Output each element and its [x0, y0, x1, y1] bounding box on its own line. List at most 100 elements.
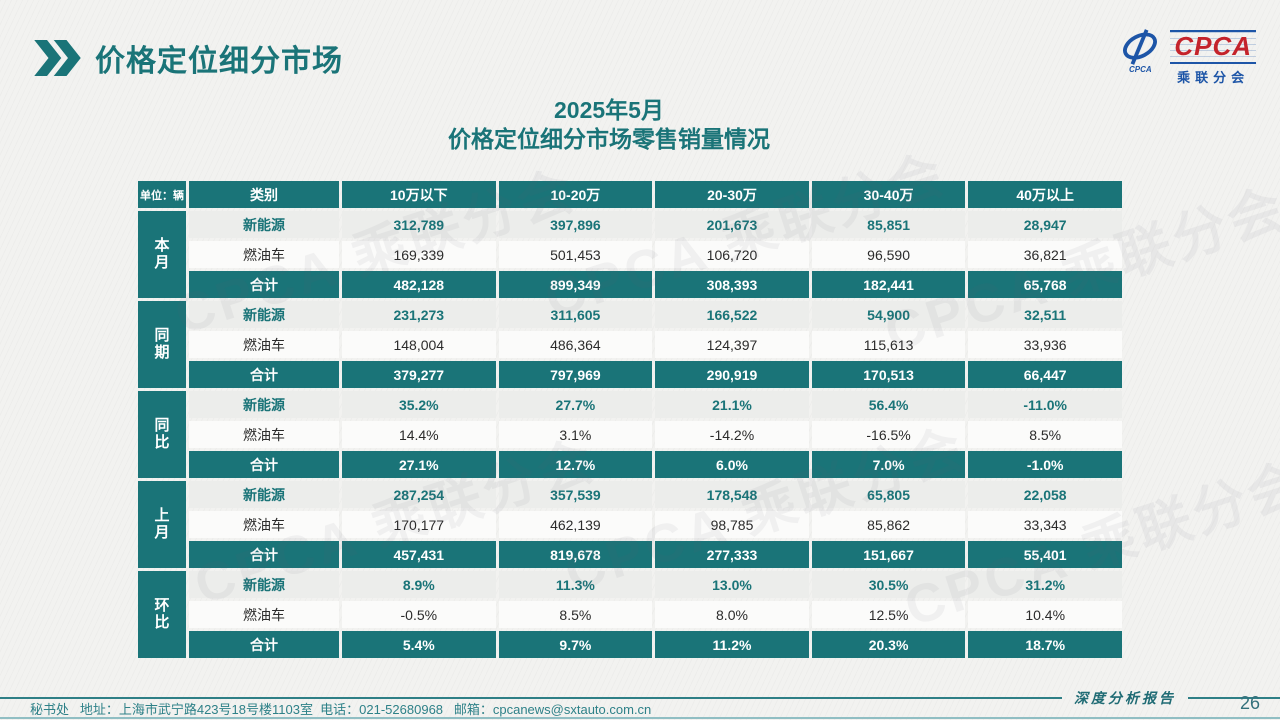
value-cell: 11.3% — [498, 571, 653, 598]
page-number: 26 — [1239, 693, 1260, 713]
slide-header: 价格定位细分市场 — [34, 36, 343, 80]
value-cell: 7.0% — [811, 451, 966, 478]
value-cell: 106,720 — [655, 241, 809, 268]
value-cell: 33,343 — [968, 511, 1122, 538]
value-cell: -14.2% — [655, 421, 809, 448]
price-segment-table-wrap: 单位：辆 类别 10万以下 10-20万 20-30万 30-40万 40万以上本 月新能源… — [135, 144, 1280, 661]
value-cell: 33,936 — [968, 331, 1122, 358]
table-row: 环 比新能源 8.9% 11.3% 13.0% 30.5% 31.2% — [138, 571, 1122, 658]
value-cell: 28,947 — [968, 211, 1122, 238]
value-cell: 457,431 — [342, 541, 496, 568]
value-cell: -1.0% — [968, 451, 1122, 478]
value-cell: 96,590 — [811, 241, 966, 268]
column-header: 40万以上 — [968, 181, 1122, 208]
value-cell: 501,453 — [498, 241, 653, 268]
value-cell: 11.2% — [655, 631, 809, 658]
value-cell: 13.0% — [655, 571, 809, 598]
value-cell: 20.3% — [811, 631, 966, 658]
value-cell: 8.0% — [655, 601, 809, 628]
value-cell: 201,673 — [655, 211, 809, 238]
value-cell: 56.4% — [811, 391, 966, 418]
bottom-divider — [0, 717, 1280, 719]
value-cell: 486,364 — [498, 331, 653, 358]
page-title: 价格定位细分市场 — [95, 45, 343, 78]
value-cell: 311,605 — [498, 301, 653, 328]
table-row: 同 比新能源 35.2% 27.7% 21.1% 56.4% -11.0% — [138, 391, 1122, 478]
table-row: 合计 482,128 899,349 308,393 182,441 65,768 — [138, 271, 1122, 298]
cpca-swirl-icon: CPCA — [1118, 28, 1162, 74]
table-row: 燃油车 169,339 501,453 106,720 96,590 36,821 — [138, 241, 1122, 268]
group-label: 环 比 — [138, 571, 186, 658]
column-header: 10-20万 — [498, 181, 653, 208]
value-cell: 899,349 — [498, 271, 653, 298]
secretariat-contact-info: 秘书处 地址：上海市武宁路423号18号楼1103室 电话：021-526809… — [30, 702, 652, 717]
group-label: 本 月 — [138, 211, 186, 298]
table-row: 燃油车 170,177 462,139 98,785 85,862 33,343 — [138, 511, 1122, 538]
value-cell: 12.5% — [811, 601, 966, 628]
footer-rule-left — [0, 697, 1062, 699]
value-cell: 55,401 — [968, 541, 1122, 568]
value-cell: 27.1% — [342, 451, 496, 478]
value-cell: 8.9% — [342, 571, 496, 598]
table-row: 合计 379,277 797,969 290,919 170,513 66,447 — [138, 361, 1122, 388]
value-cell: 178,548 — [655, 481, 809, 508]
value-cell: 54,900 — [811, 301, 966, 328]
value-cell: 65,768 — [968, 271, 1122, 298]
row-category: 燃油车 — [189, 241, 339, 268]
value-cell: 14.4% — [342, 421, 496, 448]
value-cell: -11.0% — [968, 391, 1122, 418]
value-cell: 12.7% — [498, 451, 653, 478]
cpca-icon-caption: CPCA — [1128, 65, 1152, 74]
column-header: 类别 — [189, 181, 339, 208]
value-cell: 290,919 — [655, 361, 809, 388]
value-cell: 797,969 — [498, 361, 653, 388]
value-cell: 30.5% — [811, 571, 966, 598]
table-row: 上 月新能源 287,254 357,539 178,548 65,805 22,058 — [138, 481, 1122, 568]
row-category: 新能源 — [189, 481, 339, 508]
value-cell: 379,277 — [342, 361, 496, 388]
value-cell: 170,177 — [342, 511, 496, 538]
value-cell: 170,513 — [811, 361, 966, 388]
value-cell: 312,789 — [342, 211, 496, 238]
value-cell: 819,678 — [498, 541, 653, 568]
row-category: 燃油车 — [189, 421, 339, 448]
table-row: 合计 457,431 819,678 277,333 151,667 55,401 — [138, 541, 1122, 568]
row-category: 新能源 — [189, 571, 339, 598]
column-header: 10万以下 — [342, 181, 496, 208]
footer-rule-right — [1188, 697, 1280, 699]
value-cell: 482,128 — [342, 271, 496, 298]
cpca-chinese-name: 乘联分会 — [1177, 70, 1250, 86]
value-cell: -16.5% — [811, 421, 966, 448]
value-cell: 36,821 — [968, 241, 1122, 268]
table-row: 本 月新能源 312,789 397,896 201,673 85,851 28,947 — [138, 211, 1122, 298]
value-cell: 35.2% — [342, 391, 496, 418]
value-cell: 8.5% — [498, 601, 653, 628]
table-title-line1: 2025年5月 — [554, 97, 664, 123]
value-cell: 397,896 — [498, 211, 653, 238]
row-category: 燃油车 — [189, 601, 339, 628]
row-category: 合计 — [189, 451, 339, 478]
unit-label: 单位：辆 — [138, 181, 186, 208]
row-category: 合计 — [189, 361, 339, 388]
table-row: 燃油车 14.4% 3.1% -14.2% -16.5% 8.5% — [138, 421, 1122, 448]
group-label: 同 比 — [138, 391, 186, 478]
value-cell: 124,397 — [655, 331, 809, 358]
table-row: 合计 27.1% 12.7% 6.0% 7.0% -1.0% — [138, 451, 1122, 478]
value-cell: 308,393 — [655, 271, 809, 298]
value-cell: 3.1% — [498, 421, 653, 448]
value-cell: 357,539 — [498, 481, 653, 508]
value-cell: 277,333 — [655, 541, 809, 568]
value-cell: 287,254 — [342, 481, 496, 508]
value-cell: 151,667 — [811, 541, 966, 568]
table-row: 燃油车 148,004 486,364 124,397 115,613 33,936 — [138, 331, 1122, 358]
value-cell: -0.5% — [342, 601, 496, 628]
column-header: 30-40万 — [811, 181, 966, 208]
value-cell: 166,522 — [655, 301, 809, 328]
double-chevron-icon — [34, 40, 81, 76]
table-row: 燃油车 -0.5% 8.5% 8.0% 12.5% 10.4% — [138, 601, 1122, 628]
value-cell: 462,139 — [498, 511, 653, 538]
value-cell: 115,613 — [811, 331, 966, 358]
row-category: 新能源 — [189, 211, 339, 238]
row-category: 合计 — [189, 541, 339, 568]
